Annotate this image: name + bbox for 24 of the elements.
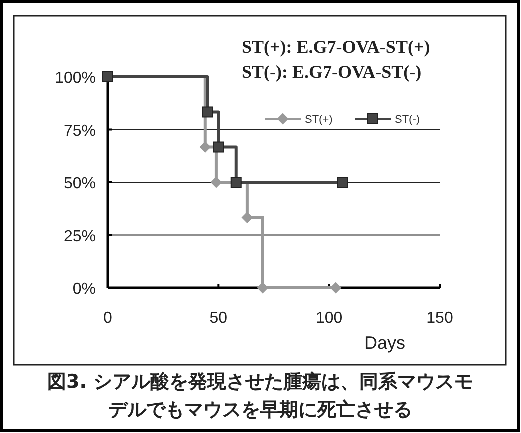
point: [230, 177, 242, 188]
x-axis-title: Days: [364, 333, 406, 353]
y-tick-label: 0%: [72, 281, 96, 298]
y-tick-label: 25%: [64, 228, 96, 246]
legend-label: ST(+): [305, 114, 333, 126]
point: [202, 106, 214, 118]
x-tick-label: 0: [104, 310, 113, 327]
x-tick-label: 50: [210, 310, 228, 327]
point: [337, 177, 348, 188]
point: [200, 142, 211, 153]
x-tick-label: 100: [316, 310, 343, 327]
legend-label: ST(-): [395, 114, 420, 126]
point: [330, 282, 342, 294]
x-tick-label: 150: [426, 310, 454, 327]
y-tick-label: 50%: [64, 176, 96, 192]
point: [257, 282, 268, 294]
point: [213, 142, 224, 153]
annotation: ST(-): E.G7-OVA-ST(-): [242, 62, 422, 82]
text: ST(+): E.G7-OVA-ST(+): [242, 37, 430, 57]
point: [242, 212, 253, 224]
caption: 図3. シアル酸を発現させた腫瘍は、同系マウスモデルでもマウスを早期に死亡させる: [46, 370, 475, 423]
point: [210, 177, 222, 188]
y-tick-label: 100%: [55, 70, 96, 87]
y-tick-label: 75%: [64, 122, 96, 140]
